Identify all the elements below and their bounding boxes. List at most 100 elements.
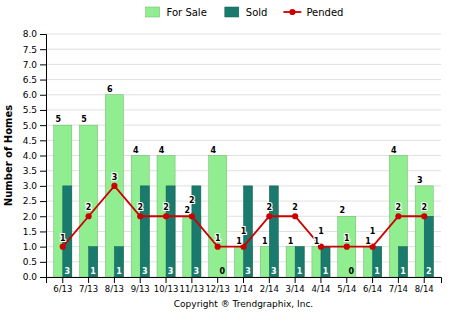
y-tick-mark (40, 201, 46, 202)
bar (415, 186, 433, 277)
x-tick-mark (372, 277, 373, 283)
legend-label: Pended (306, 7, 343, 18)
grid-line (46, 34, 441, 35)
data-label: 2 (185, 206, 191, 215)
y-tick-mark (40, 125, 46, 126)
x-tick: 11/13 (180, 277, 205, 294)
y-tick-label: 7.5 (23, 45, 37, 55)
x-tick-label: 2/14 (260, 284, 279, 294)
y-tick-mark (40, 247, 46, 248)
x-tick-label: 5/14 (337, 284, 356, 294)
line (63, 186, 424, 247)
x-tick-label: 10/13 (154, 284, 179, 294)
grid-line (46, 79, 441, 80)
data-labels: 5564424111121433113330331101121232221122… (55, 85, 431, 276)
y-tick-mark (40, 171, 46, 172)
marker (137, 213, 143, 219)
y-tick-label: 3.0 (23, 181, 38, 191)
legend-item: Sold (225, 7, 268, 18)
x-tick-mark (88, 277, 89, 283)
data-label: 2 (267, 203, 273, 212)
y-tick-mark (40, 262, 46, 263)
marker (421, 213, 427, 219)
bar (312, 247, 330, 277)
y-tick: 4.0 (23, 151, 46, 161)
x-tick-label: 7/14 (389, 284, 408, 294)
y-tick: 6.0 (23, 90, 46, 100)
bar (54, 125, 72, 277)
marker (344, 244, 350, 250)
x-tick-label: 12/13 (205, 284, 230, 294)
y-tick-mark (40, 156, 46, 157)
x-axis-title: Copyright ® Trendgraphix, Inc. (174, 299, 313, 309)
y-tick-mark (40, 231, 46, 232)
x-tick: 7/13 (79, 277, 98, 294)
y-tick-label: 0.0 (23, 272, 38, 282)
y-axis-title: Number of Homes (3, 105, 14, 206)
y-tick-mark (40, 277, 46, 278)
bar (321, 247, 330, 277)
data-label: 3 (271, 267, 277, 276)
bar (398, 247, 407, 277)
y-tick-mark (40, 64, 46, 65)
bar (424, 216, 433, 277)
y-tick: 7.0 (23, 60, 46, 70)
x-tick-label: 6/14 (363, 284, 382, 294)
y-tick: 1.0 (23, 242, 46, 252)
y-tick-mark (40, 216, 46, 217)
y-tick-label: 3.5 (23, 166, 37, 176)
data-label: 3 (112, 173, 118, 182)
bar-series (63, 186, 433, 277)
x-tick-mark (217, 277, 218, 283)
x-tick-mark (346, 277, 347, 283)
bar (295, 247, 304, 277)
x-tick: 3/14 (286, 277, 305, 294)
y-tick: 5.5 (23, 105, 46, 115)
x-tick-label: 3/14 (286, 284, 305, 294)
x-tick: 8/14 (415, 277, 434, 294)
y-tick: 8.0 (23, 29, 46, 39)
y-tick-label: 1.5 (23, 227, 37, 237)
data-label: 3 (168, 267, 174, 276)
bar (105, 95, 123, 277)
x-tick-mark (114, 277, 115, 283)
x-tick-mark (424, 277, 425, 283)
y-tick-label: 6.0 (23, 90, 38, 100)
y-axis-line (40, 35, 47, 278)
marker (215, 244, 221, 250)
marker (163, 213, 169, 219)
legend-item: Pended (283, 7, 343, 18)
data-label: 2 (163, 203, 169, 212)
y-tick-label: 4.5 (23, 136, 37, 146)
marker (86, 213, 92, 219)
x-tick-mark (243, 277, 244, 283)
data-label: 0 (219, 267, 225, 276)
y-tick: 5.0 (23, 121, 46, 131)
y-tick-mark (40, 80, 46, 81)
y-axis: 0.00.51.01.52.02.53.03.54.04.55.05.56.06… (23, 29, 47, 282)
y-tick: 1.5 (23, 227, 46, 237)
x-tick: 5/14 (337, 277, 356, 294)
y-tick: 3.0 (23, 181, 46, 191)
legend-swatch (225, 7, 239, 17)
x-axis: 6/137/138/139/1310/1311/1312/131/142/143… (47, 277, 442, 294)
data-label: 1 (288, 237, 294, 246)
chart: 0.00.51.01.52.02.53.03.54.04.55.05.56.06… (0, 0, 451, 313)
x-tick-label: 11/13 (180, 284, 205, 294)
data-label: 3 (417, 176, 423, 185)
data-label: 1 (400, 267, 406, 276)
y-tick-mark (40, 186, 46, 187)
x-tick: 6/14 (363, 277, 382, 294)
data-label: 4 (133, 146, 139, 155)
data-label: 2 (396, 203, 402, 212)
y-tick: 3.5 (23, 166, 46, 176)
x-tick: 8/13 (105, 277, 124, 294)
y-tick-mark (40, 110, 46, 111)
x-tick: 7/14 (389, 277, 408, 294)
data-label: 2 (86, 203, 92, 212)
data-label: 1 (344, 234, 350, 243)
grid (46, 34, 441, 277)
legend-label: Sold (246, 7, 268, 18)
bar (286, 247, 304, 277)
x-tick-label: 8/13 (105, 284, 124, 294)
